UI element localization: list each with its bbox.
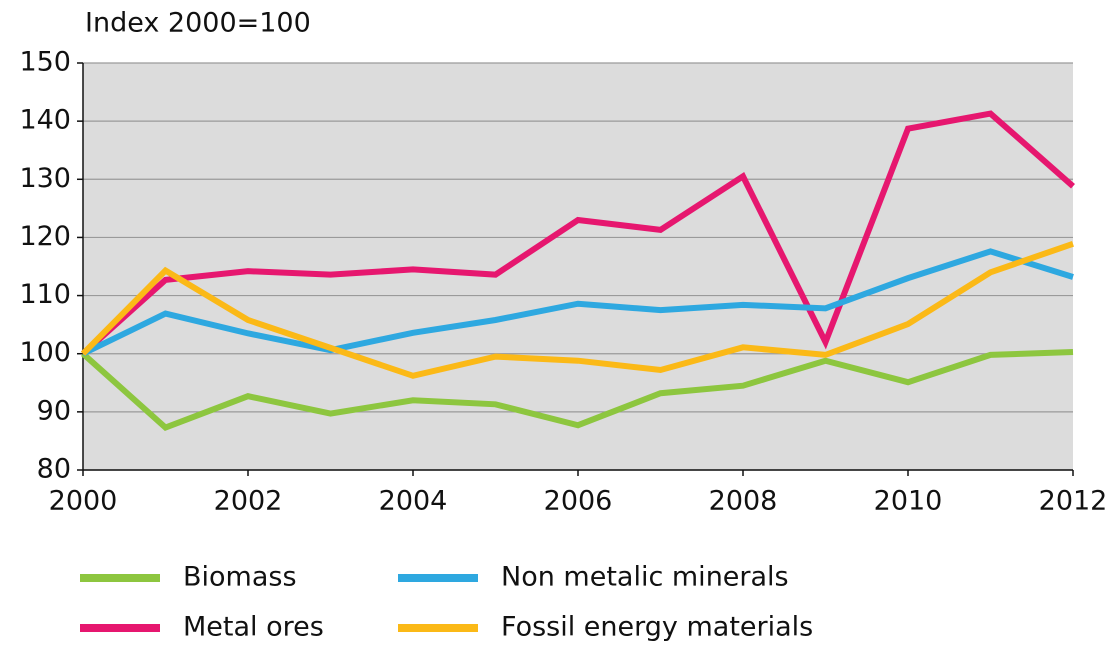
legend-label: Non metalic minerals [501, 562, 789, 593]
y-tick-label: 130 [19, 163, 71, 194]
y-tick-label: 100 [19, 337, 71, 368]
x-tick-label: 2000 [49, 486, 118, 517]
legend-label: Biomass [183, 562, 297, 593]
series-line [80, 348, 1074, 432]
series-line [80, 110, 1075, 356]
x-tick-label: 2006 [544, 486, 613, 517]
legend-label: Metal ores [183, 612, 324, 643]
y-tick-label: 110 [19, 279, 71, 310]
series-line [81, 248, 1074, 357]
x-tick-label: 2008 [709, 486, 778, 517]
y-tick-label: 150 [19, 47, 71, 78]
y-tick-label: 80 [37, 454, 71, 485]
y-tick-label: 140 [19, 105, 71, 136]
y-tick-label: 120 [19, 221, 71, 252]
y-tick-label: 90 [37, 395, 71, 426]
x-tick-label: 2004 [379, 486, 448, 517]
x-tick-label: 2002 [214, 486, 283, 517]
series-line [80, 240, 1074, 379]
y-axis-title: Index 2000=100 [85, 8, 311, 39]
x-tick-label: 2012 [1039, 486, 1108, 517]
x-tick-label: 2010 [874, 486, 943, 517]
legend-label: Fossil energy materials [501, 612, 813, 643]
